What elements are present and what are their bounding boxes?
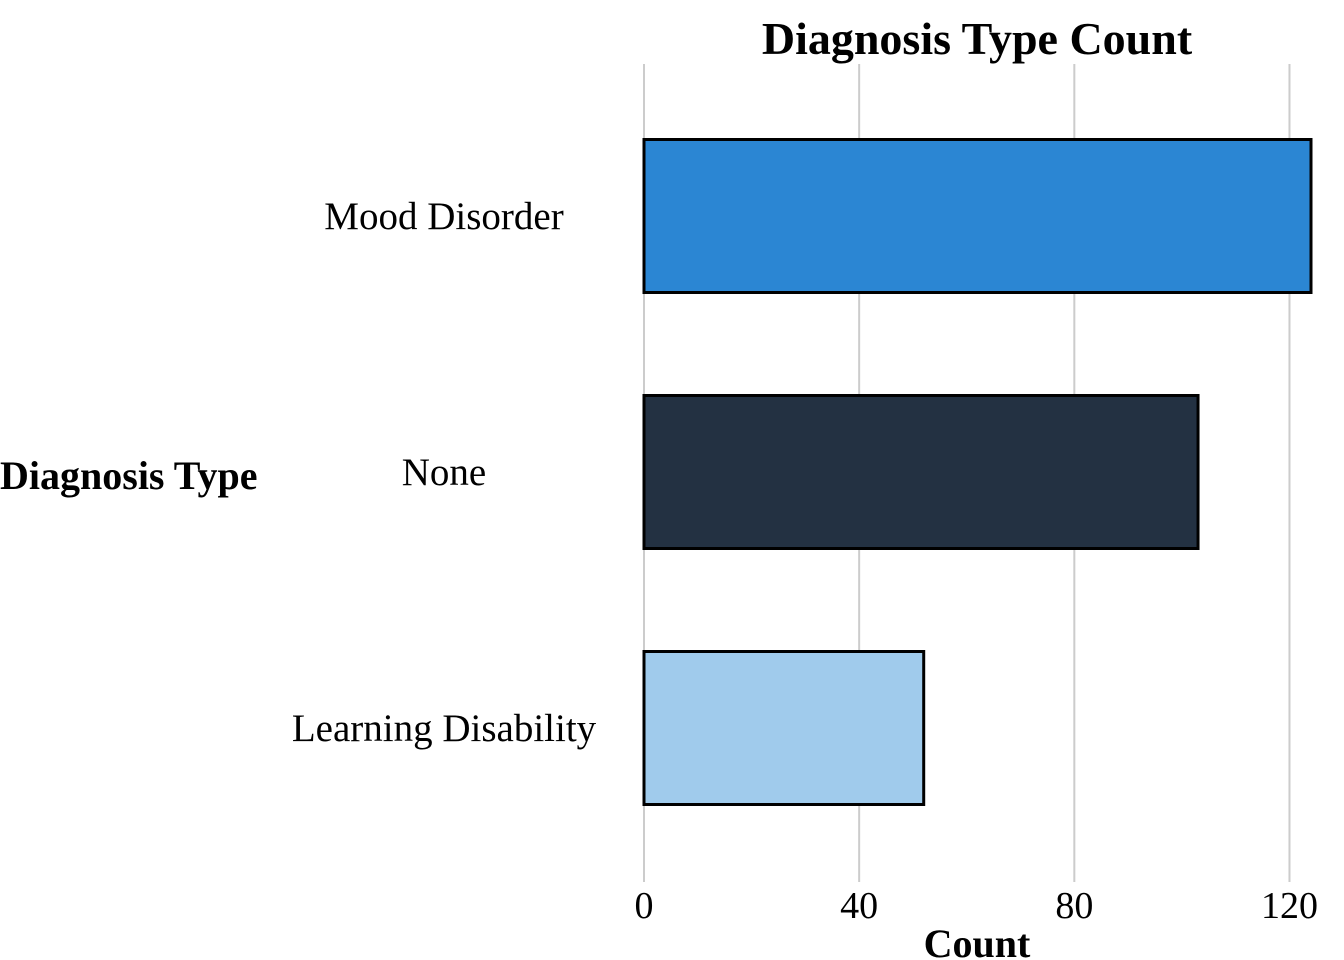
- x-axis-label: Count: [924, 921, 1031, 960]
- bar-none: [642, 394, 1200, 550]
- category-labels: Mood Disorder None Learning Disability: [292, 195, 597, 750]
- y-axis-label: Diagnosis Type: [0, 453, 257, 498]
- x-tick-label: 40: [840, 885, 878, 927]
- x-tick-label: 80: [1055, 885, 1093, 927]
- bar-learning-disability: [642, 650, 926, 806]
- x-tick-labels: 0 40 80 120: [635, 885, 1318, 927]
- bar-mood-disorder: [642, 138, 1313, 294]
- category-label: Mood Disorder: [324, 195, 563, 238]
- chart-title: Diagnosis Type Count: [762, 13, 1193, 64]
- x-tick-label: 120: [1261, 885, 1318, 927]
- category-label: None: [402, 451, 486, 494]
- bars: [642, 138, 1313, 806]
- x-tick-label: 0: [635, 885, 654, 927]
- category-label: Learning Disability: [292, 707, 597, 750]
